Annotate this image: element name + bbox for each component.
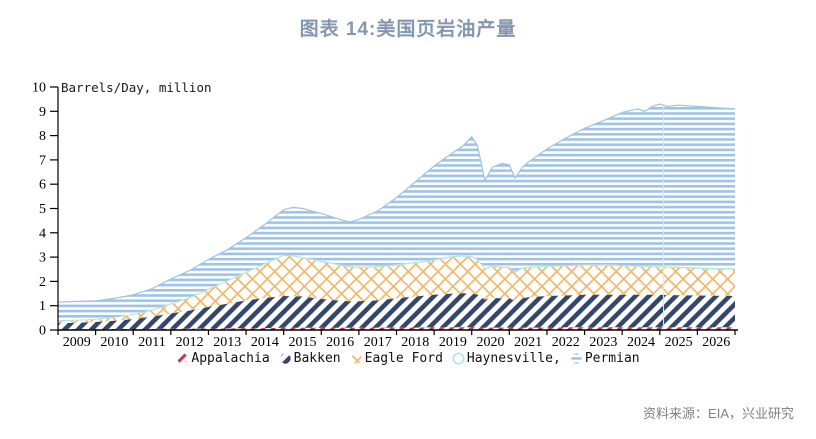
legend-item-permian: Permian [570,351,640,366]
y-tick-label: 8 [39,129,46,144]
legend-label: Permian [584,351,640,366]
legend-item-eagle_ford: Eagle Ford [350,351,443,366]
stacked-areas [57,103,736,330]
y-tick-label: 1 [39,299,46,314]
legend-label: Haynesville, [466,351,561,366]
legend-swatch-appalachia-icon [177,353,189,364]
x-tick-label: 2025 [665,335,693,347]
y-tick-label: 0 [39,324,46,339]
x-tick-label: 2015 [288,335,316,347]
legend-item-bakken: Bakken [279,351,341,366]
chart-legend: Appalachia Bakken Eagle Ford Haynesville, Pe… [0,351,816,366]
x-tick-label: 2012 [176,335,204,347]
y-axis-label: Barrels/Day, million [61,80,212,95]
legend-swatch-bakken-icon [279,353,291,364]
y-tick-label: 7 [39,153,46,168]
y-tick-label: 9 [39,105,46,120]
x-tick-label: 2017 [364,335,392,347]
x-tick-label: 2022 [552,335,580,347]
legend-item-appalachia: Appalachia [176,351,270,366]
x-tick-label: 2026 [702,335,730,347]
legend-swatch-permian-icon [571,353,582,364]
legend-swatch-haynesville-icon [452,352,465,365]
y-tick-label: 4 [39,226,46,241]
permian-top-edge [57,103,736,303]
x-tick-label: 2019 [439,335,467,347]
x-tick-label: 2014 [251,335,279,347]
legend-label: Bakken [293,351,341,366]
area-bakken [58,293,735,330]
y-tick-label: 5 [39,202,46,217]
legend-swatch-eagle_ford-icon [350,353,362,364]
x-tick-label: 2021 [514,335,542,347]
area-permian [58,104,735,321]
x-tick-label: 2011 [138,335,165,347]
x-tick-label: 2020 [477,335,505,347]
chart-title: 图表 14:美国页岩油产量 [299,19,517,40]
chart-axes: 0 1 2 3 4 5 6 7 8 9 10 2009 2010 2011 2012 2013 2014 2015… [32,81,738,347]
x-tick-label: 2013 [213,335,241,347]
x-tick-label: 2016 [326,335,354,347]
x-tick-label: 2024 [627,335,655,347]
shale-oil-stacked-area-chart: 0 1 2 3 4 5 6 7 8 9 10 2009 2010 2011 2012 2013 2014 2015… [32,80,738,347]
y-tick-label: 10 [32,81,46,96]
area-eagle_ford [58,255,735,324]
legend-label: Eagle Ford [364,351,443,366]
x-tick-label: 2010 [100,335,128,347]
x-tick-label: 2009 [63,335,91,347]
y-tick-label: 2 [39,275,46,290]
legend-item-haynesville: Haynesville, [452,351,561,366]
y-tick-label: 6 [39,178,46,193]
x-tick-label: 2023 [589,335,617,347]
y-tick-label: 3 [39,251,46,266]
legend-label: Appalachia [191,351,270,366]
x-tick-label: 2018 [401,335,429,347]
source-note: 资料来源：EIA，兴业研究 [643,406,794,421]
